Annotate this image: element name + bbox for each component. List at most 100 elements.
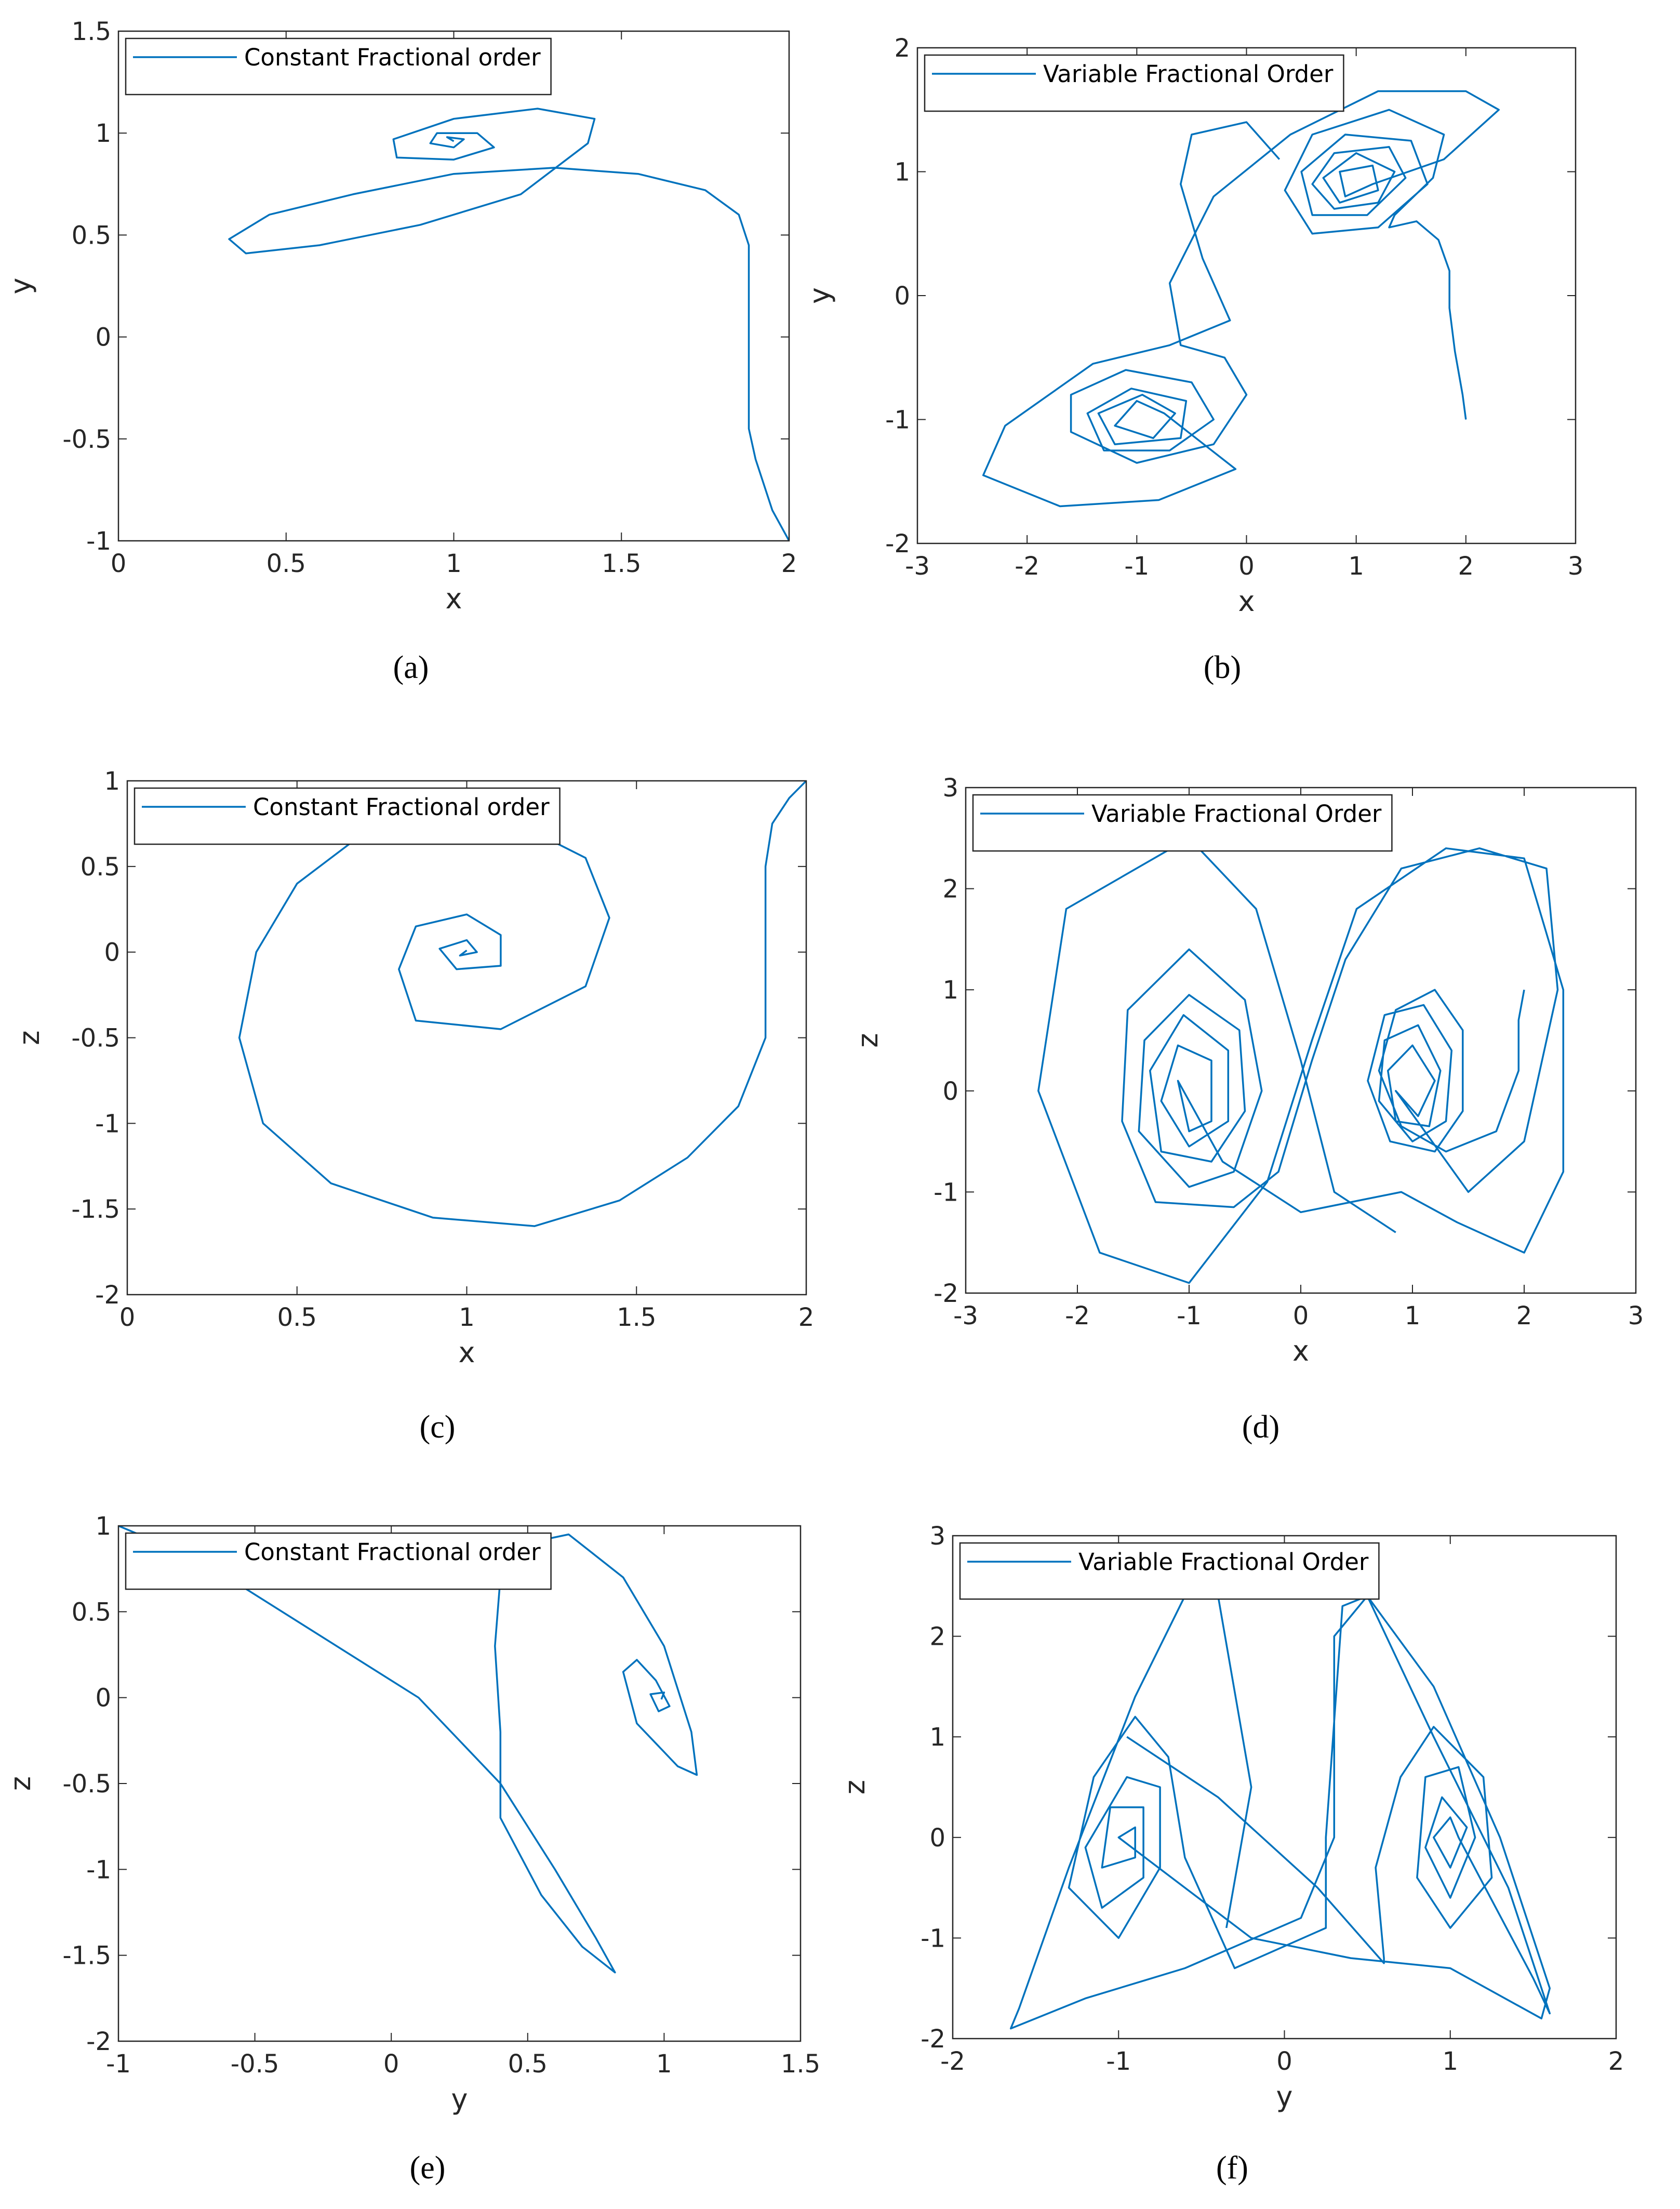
x-tick-label: 1 [1442, 2047, 1458, 2076]
legend-box [125, 37, 552, 96]
x-axis-label: y [1276, 2080, 1293, 2113]
x-tick-label: -1 [1106, 2047, 1131, 2076]
x-tick-label: -2 [940, 2047, 965, 2076]
axes-box [117, 30, 790, 542]
y-tick-label: 1 [929, 1723, 945, 1752]
x-axis-label: x [1292, 1335, 1309, 1367]
x-axis-label: x [459, 1336, 475, 1369]
y-axis-label: z [13, 1030, 46, 1045]
y-tick-label: -0.5 [62, 1769, 111, 1799]
y-tick-label: -1.5 [62, 1941, 111, 1971]
x-tick-label: 3 [1568, 552, 1584, 581]
y-tick-label: 0.5 [81, 853, 120, 882]
plot-area [966, 788, 1636, 1293]
y-tick-label: 3 [942, 774, 958, 803]
x-tick-label: 0 [1276, 2047, 1292, 2076]
caption: (e) [410, 2150, 446, 2186]
legend-box [125, 1532, 552, 1590]
x-axis-label: y [451, 2083, 468, 2115]
plot-area [118, 1526, 801, 2041]
legend-box [134, 787, 561, 845]
caption: (a) [393, 650, 429, 685]
legend-box [959, 1542, 1380, 1600]
x-tick-label: 1 [1405, 1301, 1421, 1330]
y-tick-label: 2 [929, 1622, 945, 1652]
x-tick-label: 1 [459, 1303, 475, 1332]
chart-panel: 0 0.5 1 1.5 2 -2 -1.5 -1 -0.5 0 0.5 1 x z Constant Fra… [13, 767, 814, 1445]
y-tick-label: -2 [95, 1281, 120, 1310]
data-layer [1037, 837, 1565, 1284]
x-tick-label: -3 [953, 1301, 978, 1330]
x-tick-label: 1.5 [617, 1303, 656, 1332]
y-tick-label: 1 [95, 119, 111, 148]
legend: Constant Fractional order [134, 787, 561, 845]
y-tick-label: 1 [104, 767, 120, 796]
axes-box [117, 1525, 802, 2042]
x-tick-label: -2 [1015, 552, 1039, 581]
legend: Constant Fractional order [125, 1532, 552, 1590]
x-tick-label: -1 [1124, 552, 1149, 581]
y-tick-label: 2 [942, 875, 958, 904]
caption: (c) [420, 1409, 456, 1445]
y-tick-label: -1 [921, 1924, 945, 1953]
trajectory [228, 108, 789, 541]
y-tick-label: 0 [104, 938, 120, 967]
x-tick-label: 2 [1458, 552, 1474, 581]
legend-label: Variable Fractional Order [1078, 1548, 1369, 1576]
y-axis-label: y [803, 287, 836, 304]
y-tick-label: -1 [885, 406, 910, 435]
y-tick-label: 1 [894, 158, 910, 187]
x-tick-label: 0 [383, 2050, 399, 2079]
legend-label: Constant Fractional order [244, 44, 541, 71]
plot-area [917, 48, 1576, 543]
legend-label: Constant Fractional order [244, 1538, 541, 1566]
x-tick-label: 0 [1238, 552, 1255, 581]
y-tick-label: 2 [894, 34, 910, 63]
y-tick-label: -1.5 [71, 1195, 120, 1224]
y-tick-label: -2 [885, 529, 910, 558]
y-tick-label: 0.5 [72, 1598, 111, 1627]
y-tick-label: 0 [894, 282, 910, 311]
plot-area [127, 781, 806, 1295]
data-layer [982, 90, 1500, 508]
y-tick-label: 1 [95, 1512, 111, 1541]
axes-box [952, 1535, 1617, 2040]
x-tick-label: 0 [1293, 1301, 1309, 1330]
y-tick-label: -1 [86, 1855, 111, 1884]
legend: Variable Fractional Order [959, 1542, 1380, 1600]
legend-label: Variable Fractional Order [1091, 800, 1382, 828]
plot-area [118, 31, 789, 541]
x-tick-label: 1.5 [602, 549, 641, 578]
caption: (b) [1204, 650, 1241, 685]
legend: Variable Fractional Order [924, 54, 1344, 112]
y-tick-label: -2 [921, 2025, 945, 2054]
x-tick-label: -1 [1177, 1301, 1202, 1330]
y-axis-label: y [4, 278, 37, 295]
x-tick-label: 1.5 [781, 2050, 820, 2079]
trajectory [982, 90, 1500, 508]
chart-panel: 0 0.5 1 1.5 2 -1 -0.5 0 0.5 1 1.5 x y Constant Fracti… [4, 17, 797, 685]
axes-box [916, 47, 1577, 544]
y-tick-label: -0.5 [71, 1024, 120, 1053]
chart-panel: -2 -1 0 1 2 -2 -1 0 1 2 3 y z Variable Fractional Ord… [838, 1522, 1624, 2186]
legend-label: Variable Fractional Order [1043, 60, 1334, 88]
trajectory [1009, 1595, 1551, 2030]
x-tick-label: 0.5 [277, 1303, 317, 1332]
y-axis-label: z [851, 1033, 884, 1047]
x-tick-label: 2 [1608, 2047, 1624, 2076]
y-tick-label: -1 [95, 1109, 120, 1138]
axes-box [126, 780, 807, 1296]
x-tick-label: -2 [1065, 1301, 1090, 1330]
x-tick-label: 2 [798, 1303, 815, 1332]
x-tick-label: 2 [1516, 1301, 1532, 1330]
y-tick-label: 0 [942, 1077, 958, 1106]
x-tick-label: 0 [111, 549, 127, 578]
y-tick-label: -0.5 [62, 425, 111, 454]
x-tick-label: 0 [119, 1303, 136, 1332]
x-tick-label: 2 [781, 549, 797, 578]
chart-panel: -1 -0.5 0 0.5 1 1.5 -2 -1.5 -1 -0.5 0 0.5 1 y z Constan… [4, 1512, 820, 2186]
